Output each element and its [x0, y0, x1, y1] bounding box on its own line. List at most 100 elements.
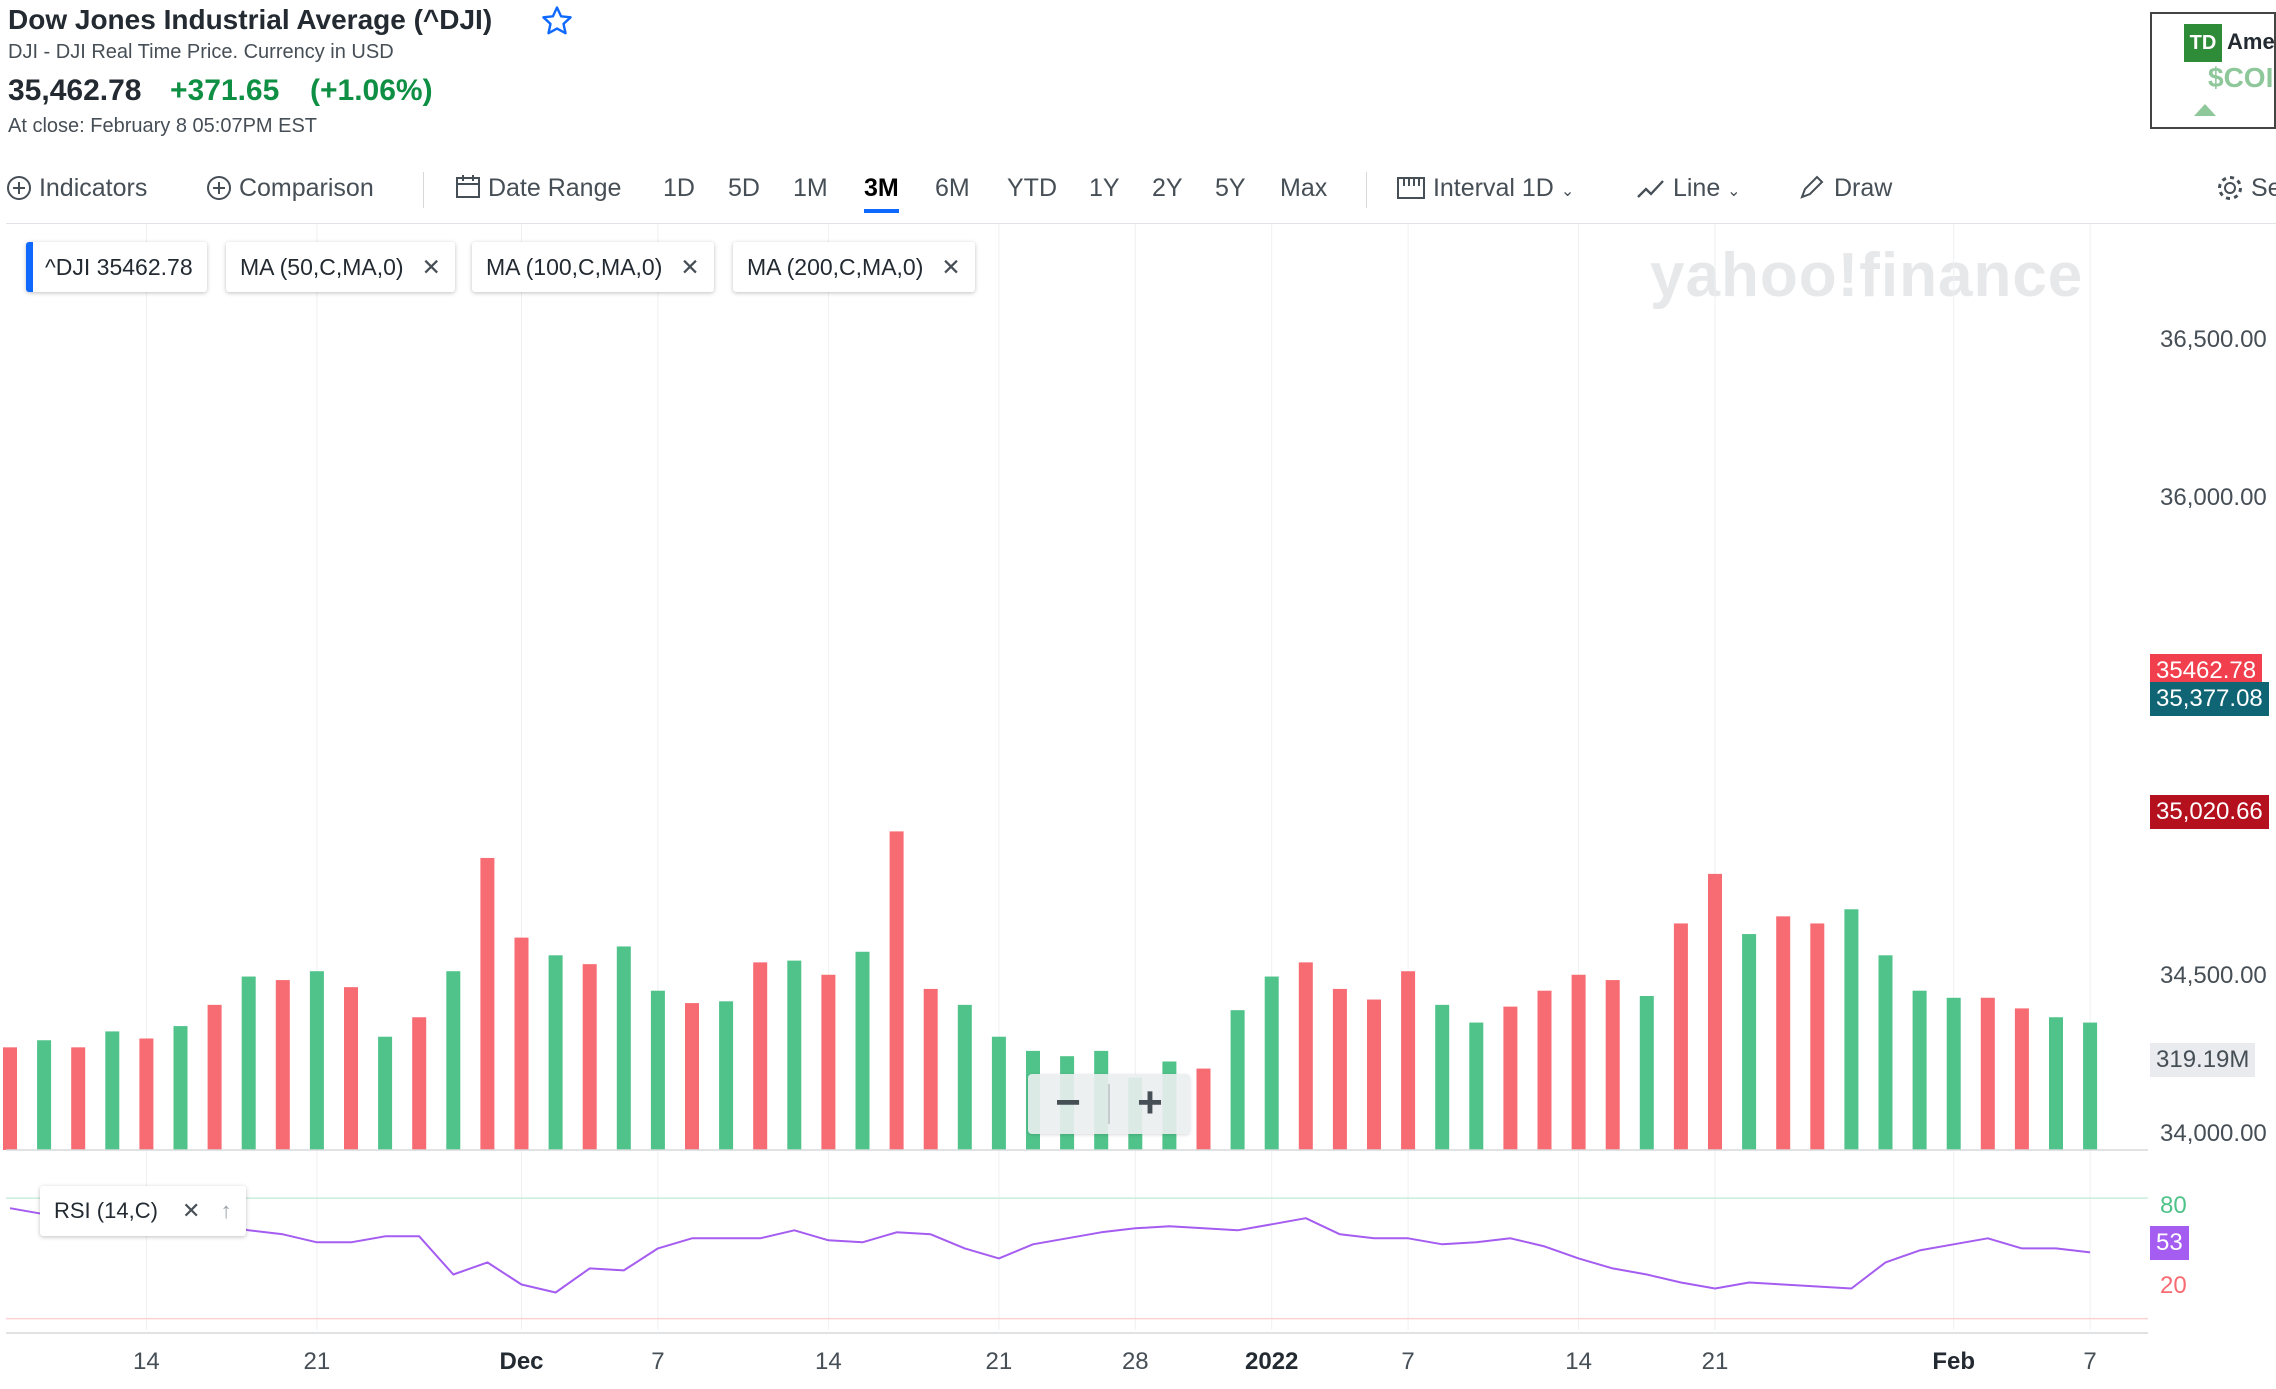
- volume-bar: [1912, 990, 1927, 1150]
- page-title: Dow Jones Industrial Average (^DJI): [8, 4, 493, 35]
- volume-bar: [309, 971, 324, 1150]
- rsi-label: RSI (14,C): [54, 1198, 158, 1223]
- gear-icon: [2218, 176, 2242, 200]
- x-tick-label: 28: [1121, 1348, 1149, 1375]
- volume-bar: [344, 987, 358, 1150]
- volume-bar: [821, 974, 836, 1150]
- volume-bar: [3, 1047, 17, 1150]
- ma100-price-label: 35,377.08: [2150, 682, 2269, 716]
- toolbar-divider: [423, 172, 424, 208]
- toolbar-divider: [6, 223, 2276, 224]
- volume-bar: [514, 937, 529, 1150]
- volume-bar: [1844, 909, 1859, 1150]
- zoom-in-button[interactable]: +: [1137, 1078, 1163, 1127]
- comparison-label: Comparison: [238, 174, 374, 202]
- volume-bar: [412, 1017, 427, 1150]
- ma200-chip[interactable]: MA (200,C,MA,0) ✕: [733, 242, 975, 292]
- arrow-up-icon[interactable]: ↑: [220, 1198, 232, 1223]
- volume-bar: [923, 988, 938, 1150]
- range-max[interactable]: Max: [1280, 174, 1328, 202]
- comparison-button[interactable]: Comparison: [206, 174, 374, 203]
- y-tick-label: 36,500.00: [2160, 326, 2267, 353]
- volume-bar: [991, 1036, 1006, 1150]
- x-tick-label: 7: [2083, 1348, 2097, 1375]
- zoom-out-button[interactable]: −: [1055, 1078, 1081, 1127]
- symbol-chip-label: ^DJI 35462.78: [45, 254, 193, 280]
- volume-bar: [105, 1031, 120, 1150]
- x-tick-label: 21: [985, 1348, 1013, 1375]
- ma100-chip[interactable]: MA (100,C,MA,0) ✕: [472, 242, 714, 292]
- volume-bar: [1605, 980, 1620, 1150]
- rsi-chip[interactable]: RSI (14,C) ✕ ↑: [40, 1186, 246, 1236]
- close-icon[interactable]: ✕: [680, 254, 700, 280]
- x-tick-label: 14: [815, 1348, 842, 1375]
- range-2y[interactable]: 2Y: [1152, 174, 1183, 202]
- range-3m[interactable]: 3M: [864, 174, 899, 213]
- plus-circle-icon: [7, 176, 31, 200]
- volume-bar: [173, 1026, 188, 1150]
- volume-bar: [548, 955, 563, 1150]
- toolbar-divider: [1366, 172, 1367, 208]
- zoom-divider: [1108, 1084, 1110, 1124]
- range-1d[interactable]: 1D: [663, 174, 695, 202]
- close-icon[interactable]: ✕: [941, 254, 961, 280]
- indicators-label: Indicators: [38, 174, 148, 202]
- date-range-label: Date Range: [487, 174, 622, 202]
- range-1m[interactable]: 1M: [793, 174, 828, 202]
- zoom-controls: − +: [1028, 1074, 1190, 1134]
- interval-dropdown[interactable]: Interval 1D ⌄: [1396, 174, 1574, 203]
- x-tick-label: 14: [1565, 1348, 1592, 1375]
- volume-bar: [957, 1004, 972, 1150]
- ad-ticker: $COI: [2208, 62, 2274, 93]
- range-5d[interactable]: 5D: [728, 174, 760, 202]
- range-6m[interactable]: 6M: [935, 174, 970, 202]
- date-range-button[interactable]: Date Range: [455, 174, 621, 203]
- x-tick-label: 7: [1401, 1348, 1415, 1375]
- close-icon[interactable]: ✕: [421, 254, 441, 280]
- volume-bar: [855, 951, 870, 1150]
- settings-button[interactable]: Se: [2216, 174, 2276, 203]
- advertisement[interactable]: TD Ame $COI 178.79: [2150, 12, 2276, 129]
- rsi-line: [9, 1207, 2091, 1294]
- plus-circle-icon: [207, 176, 231, 200]
- volume-bar: [1469, 1022, 1484, 1150]
- ma50-chip[interactable]: MA (50,C,MA,0) ✕: [226, 242, 455, 292]
- close-icon[interactable]: ✕: [182, 1198, 201, 1223]
- market-close-time: At close: February 8 05:07PM EST: [8, 115, 318, 137]
- ma50-label: MA (50,C,MA,0): [240, 254, 404, 280]
- price-chart[interactable]: [0, 224, 2276, 1389]
- chart-type-dropdown[interactable]: Line ⌄: [1636, 174, 1741, 203]
- yahoo-finance-watermark: yahoo!finance: [1650, 241, 2084, 310]
- volume-bar: [2014, 1008, 2029, 1150]
- range-ytd[interactable]: YTD: [1007, 174, 1057, 202]
- volume-bar: [1673, 923, 1688, 1150]
- draw-button[interactable]: Draw: [1797, 174, 1892, 203]
- ma100-label: MA (100,C,MA,0): [486, 254, 663, 280]
- range-1y[interactable]: 1Y: [1089, 174, 1120, 202]
- indicators-button[interactable]: Indicators: [6, 174, 147, 203]
- pencil-icon: [1800, 175, 1824, 199]
- chevron-down-icon: ⌄: [1727, 183, 1741, 200]
- volume-bar: [378, 1036, 393, 1150]
- chart-type-label: Line: [1672, 174, 1721, 202]
- volume-bar: [1503, 1006, 1518, 1150]
- range-5y[interactable]: 5Y: [1215, 174, 1246, 202]
- x-tick-label: Dec: [499, 1348, 544, 1375]
- volume-bar: [1946, 997, 1961, 1150]
- draw-label: Draw: [1833, 174, 1893, 202]
- settings-label: Se: [2250, 174, 2276, 202]
- volume-bar: [1742, 934, 1757, 1150]
- chart-toolbar: Indicators Comparison Date Range 1D 5D 1…: [0, 166, 2276, 218]
- volume-bar: [616, 946, 631, 1150]
- volume-bar: [275, 980, 290, 1150]
- x-tick-label: 21: [1701, 1348, 1729, 1375]
- symbol-chip[interactable]: ^DJI 35462.78: [26, 242, 207, 292]
- volume-bar: [1196, 1068, 1211, 1150]
- volume-bar: [446, 971, 461, 1150]
- volume-bar: [1708, 873, 1722, 1150]
- volume-bar: [1332, 988, 1347, 1150]
- star-icon[interactable]: [540, 4, 574, 38]
- volume-bar: [2083, 1022, 2098, 1150]
- volume-bar: [1776, 916, 1791, 1150]
- volume-bar: [1878, 955, 1893, 1150]
